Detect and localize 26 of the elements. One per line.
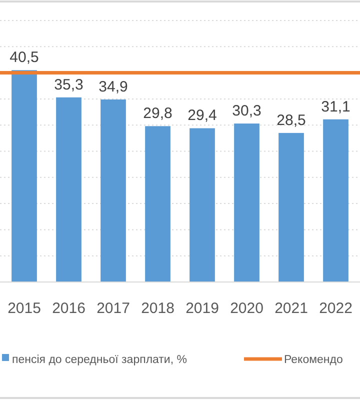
legend-label: Рекомендо	[284, 354, 343, 366]
data-label: 29,8	[143, 105, 172, 122]
data-label: 34,9	[98, 78, 128, 96]
x-tick-label: 2019	[186, 300, 219, 317]
x-tick-label: 2016	[52, 300, 86, 317]
x-tick-label: 2018	[141, 300, 174, 317]
data-label: 28,5	[276, 112, 306, 129]
bar	[278, 132, 304, 282]
legend-label: пенсія до середньої зарплати, %	[12, 354, 187, 366]
bar	[234, 124, 260, 282]
data-label: 30,3	[232, 102, 262, 120]
x-tick-label: 2022	[319, 300, 352, 317]
x-tick-label: 2020	[230, 300, 264, 317]
x-tick-label: 2015	[8, 300, 41, 317]
data-label: 31,1	[321, 98, 350, 116]
bar	[12, 70, 37, 282]
bar	[190, 128, 215, 282]
bar	[323, 119, 348, 282]
bar	[100, 99, 126, 282]
x-tick-label: 2021	[274, 300, 308, 317]
bar	[145, 126, 170, 282]
x-tick-label: 2017	[96, 300, 130, 317]
data-label: 40,5	[10, 49, 39, 66]
data-label: 29,4	[188, 107, 217, 124]
data-label: 35,3	[54, 76, 84, 94]
bar	[56, 97, 82, 282]
